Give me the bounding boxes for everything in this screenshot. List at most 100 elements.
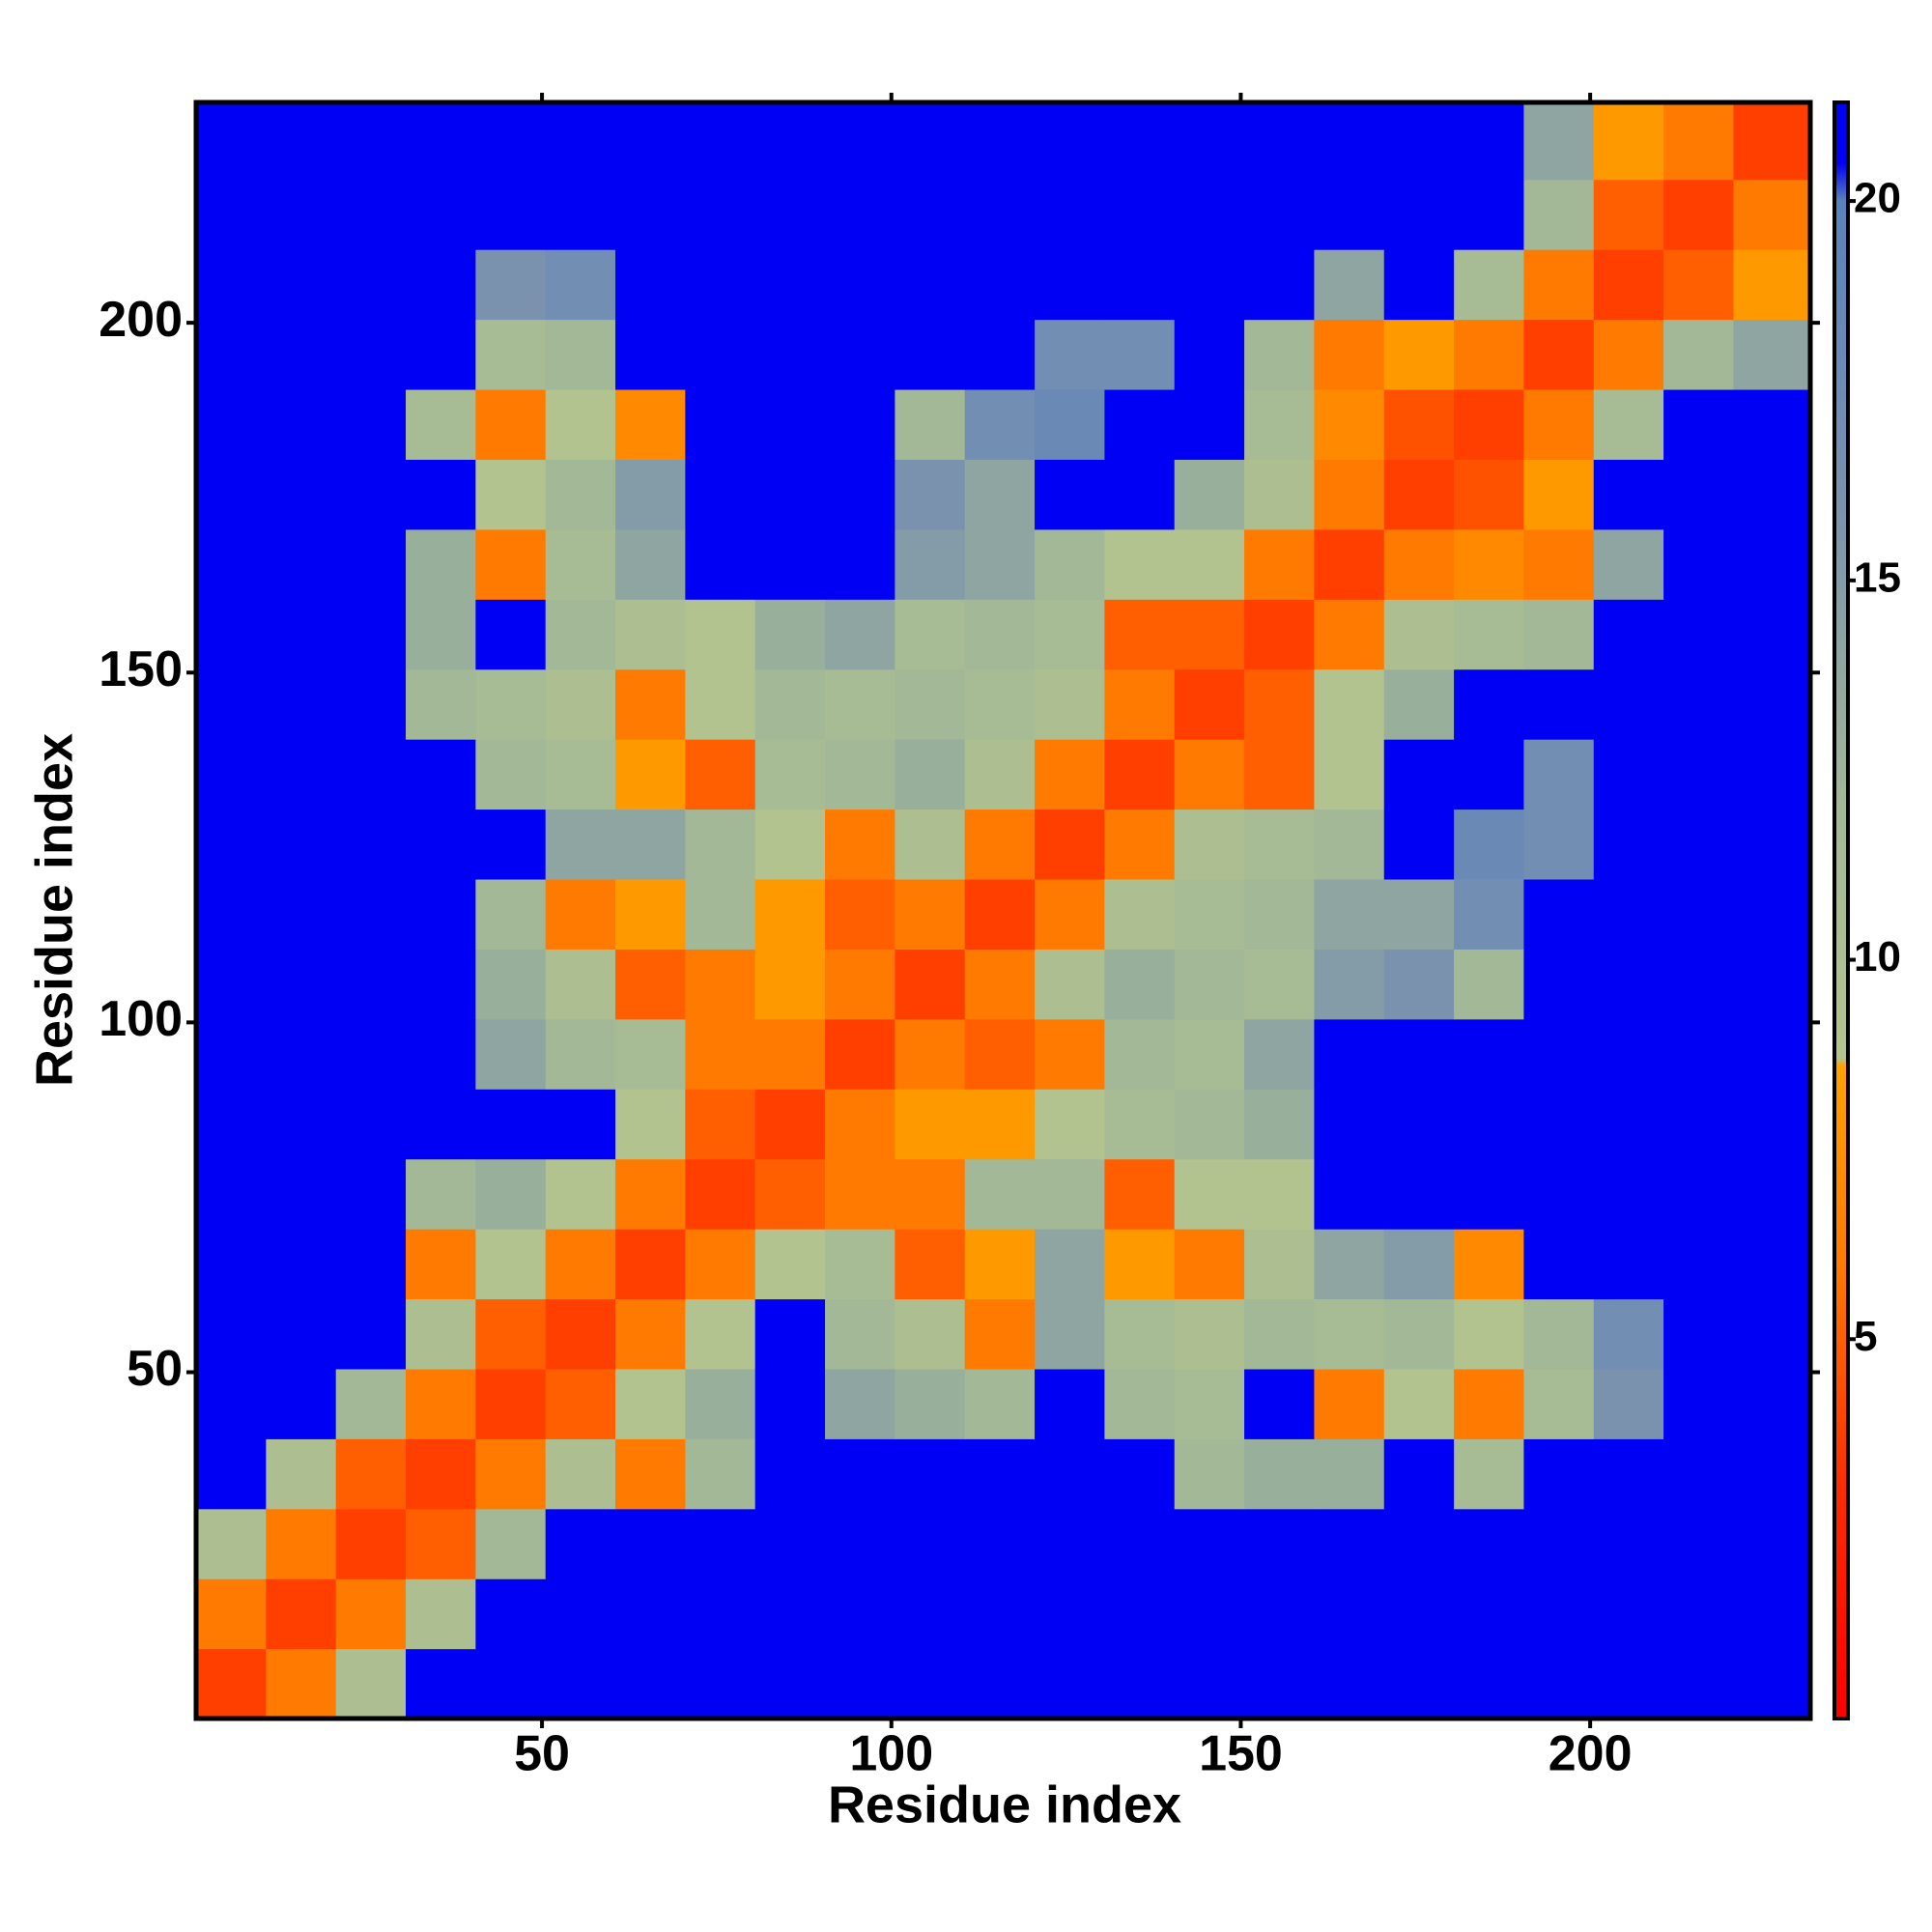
cell [1035,599,1105,670]
cell [335,179,407,250]
cell [1104,599,1176,670]
cell [1314,1438,1385,1510]
cell [406,809,476,880]
cell [1174,599,1245,670]
cell [335,1368,407,1439]
cell [1035,388,1105,460]
cell [1314,179,1385,250]
cell [266,1298,337,1370]
cell [1454,1508,1525,1579]
cell [266,1089,337,1160]
cell [1035,1089,1105,1160]
cell [1104,1018,1176,1090]
cell [335,809,407,880]
cell [825,878,895,950]
cell [266,179,337,250]
cell [1663,1438,1735,1510]
cell [895,459,966,530]
cell [895,1578,966,1650]
cell [406,459,476,530]
cell [475,1018,547,1090]
cell [754,459,826,530]
cell [1035,1298,1105,1370]
cell [335,1298,407,1370]
cell [1314,1648,1385,1719]
cell [1593,459,1664,530]
cell [545,179,616,250]
cell [1383,528,1455,600]
cell [754,1298,826,1370]
cell [1733,949,1811,1020]
cell [1733,1578,1811,1650]
cell [825,1018,895,1090]
cell [1454,739,1525,810]
cell [1454,668,1525,740]
cell [266,1438,337,1510]
cell [1733,599,1811,670]
cell [1035,319,1105,390]
cell [545,1089,616,1160]
cell [406,599,476,670]
cell [685,1368,756,1439]
cell [266,1578,337,1650]
cell [1454,459,1525,530]
cell [1523,809,1595,880]
cell [335,739,407,810]
cell [196,1089,267,1160]
cell [1454,1578,1525,1650]
cell [1523,388,1595,460]
cell [1383,1438,1455,1510]
cell [1383,1508,1455,1579]
cell [266,599,337,670]
cell [196,249,267,321]
cell [1733,528,1811,600]
cell [196,739,267,810]
cell [1733,878,1811,950]
cell [1663,1089,1735,1160]
cell [1454,1229,1525,1300]
cell [1174,1438,1245,1510]
cell [1383,668,1455,740]
cell [1244,599,1316,670]
cell [1663,528,1735,600]
cell [1663,179,1735,250]
cell [1104,1229,1176,1300]
cell [1593,1298,1664,1370]
cell [685,1298,756,1370]
cell [1174,1578,1245,1650]
cell [1104,739,1176,810]
cell [825,319,895,390]
cell [1314,599,1385,670]
cell [406,388,476,460]
cell [406,1648,476,1719]
cell [1035,249,1105,321]
cell [615,102,686,181]
cell [1593,319,1664,390]
cell [1523,878,1595,950]
cell [1523,1018,1595,1090]
cell [1733,1089,1811,1160]
cell [825,739,895,810]
cell [685,599,756,670]
cell [266,1508,337,1579]
cell [1035,949,1105,1020]
cell [895,1508,966,1579]
plot-frame [193,99,1813,1721]
cell [1523,1298,1595,1370]
cell [1314,319,1385,390]
cell [1314,809,1385,880]
cell [1244,1508,1316,1579]
cell [825,528,895,600]
cell [1523,1229,1595,1300]
cell [1523,1089,1595,1160]
cell [1174,249,1245,321]
cell [1663,949,1735,1020]
cell [1314,1578,1385,1650]
cell [754,739,826,810]
cell [335,668,407,740]
cell [895,319,966,390]
cell [406,1368,476,1439]
cell [475,1648,547,1719]
cell [1663,1158,1735,1230]
cell [1244,1018,1316,1090]
